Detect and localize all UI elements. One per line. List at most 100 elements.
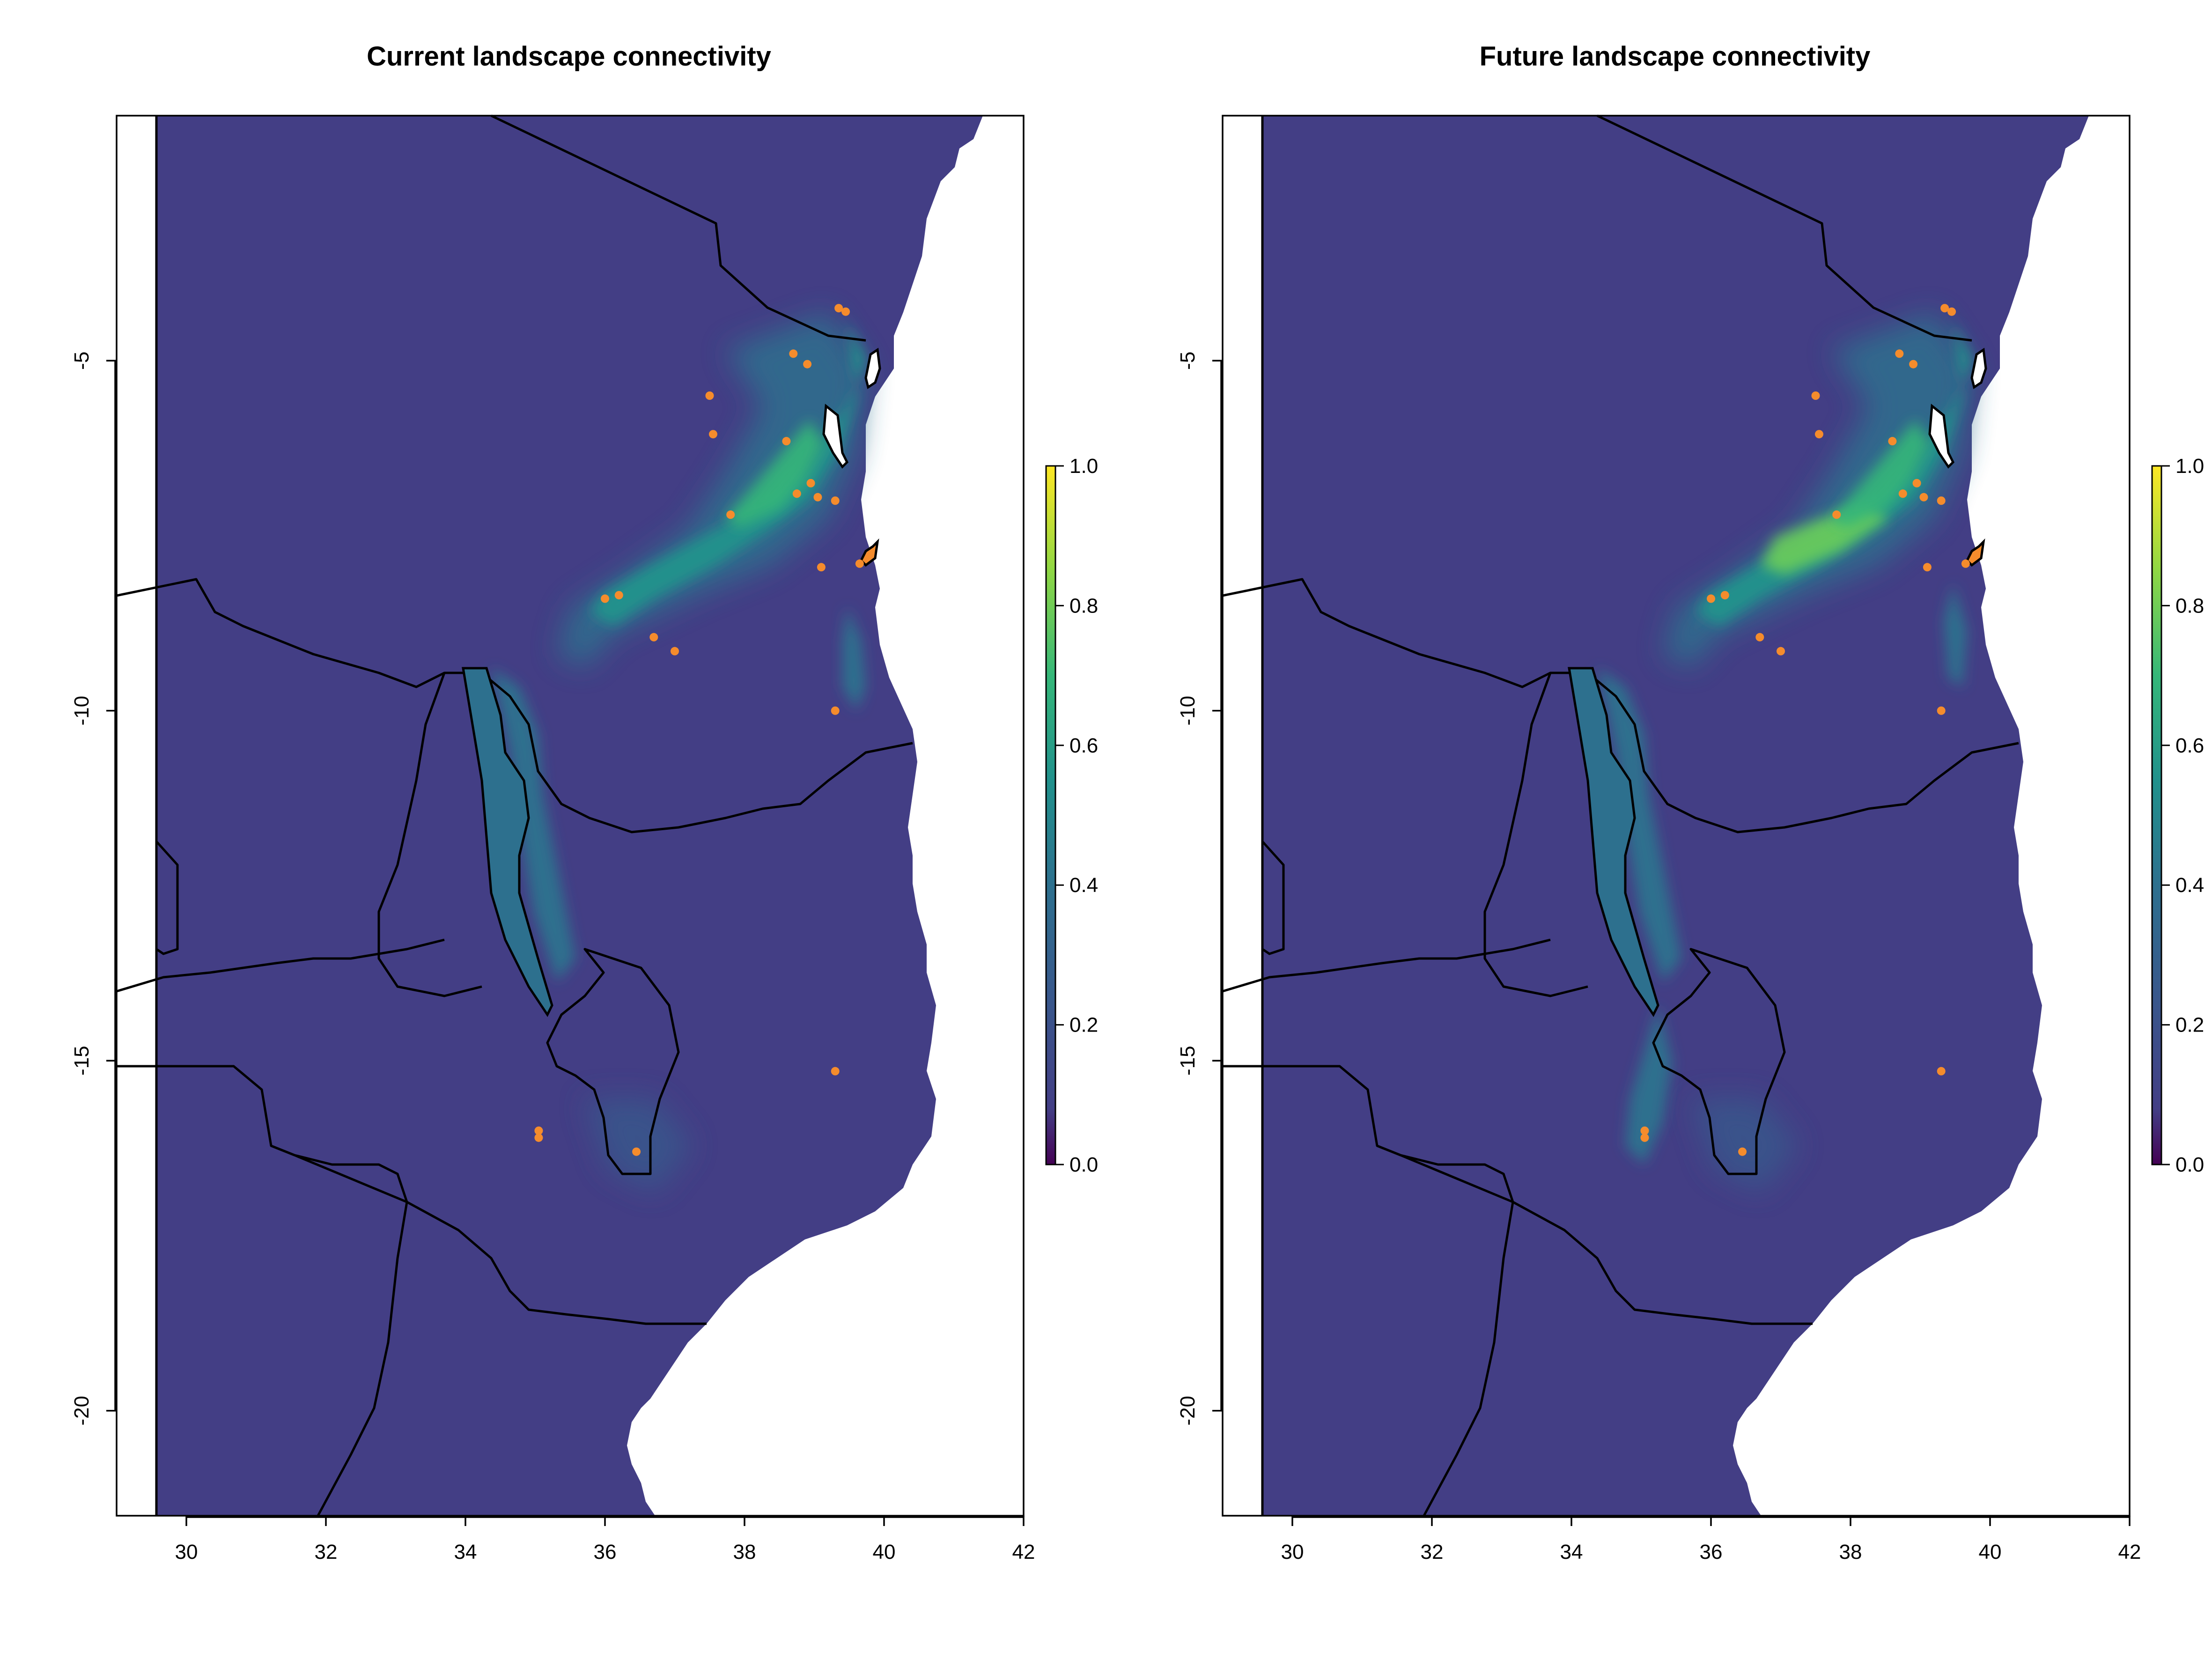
occurrence-point	[1909, 360, 1918, 369]
occurrence-point	[855, 559, 864, 568]
occurrence-point	[534, 1126, 543, 1135]
occurrence-points	[1640, 304, 1970, 1156]
x-tick-label: 34	[1560, 1541, 1583, 1563]
colorbar: 0.0 0.2 0.4 0.6 0.8 1.0	[2151, 455, 2204, 1176]
panel-title: Future landscape connectivity	[1480, 41, 1871, 72]
x-tick-label: 38	[733, 1541, 756, 1563]
occurrence-point	[1720, 591, 1729, 600]
occurrence-point	[1940, 304, 1949, 313]
x-axis: 30 32 34 36 38 40 42	[175, 1516, 1035, 1563]
occurrence-point	[1814, 430, 1823, 439]
x-tick-label: 34	[454, 1541, 477, 1563]
occurrence-point	[671, 647, 679, 656]
y-tick-label: -15	[1176, 1046, 1199, 1076]
x-tick-label: 40	[873, 1541, 896, 1563]
x-tick-label: 36	[594, 1541, 617, 1563]
colorbar-tick-label: 0.8	[1069, 594, 1098, 617]
colorbar-tick-label: 0.0	[2175, 1153, 2204, 1176]
x-tick-label: 38	[1839, 1541, 1862, 1563]
occurrence-point	[726, 510, 735, 519]
occurrence-point	[705, 391, 714, 400]
occurrence-point	[534, 1133, 543, 1142]
occurrence-point	[831, 496, 840, 505]
occurrence-point	[1755, 633, 1764, 641]
occurrence-points	[534, 304, 864, 1156]
occurrence-point	[1707, 594, 1715, 603]
x-tick-label: 30	[175, 1541, 198, 1563]
map-panel-current: Current landscape connectivity	[70, 41, 1098, 1563]
colorbar-scale	[1045, 465, 1056, 1165]
occurrence-point	[1811, 391, 1820, 400]
y-axis: -5 -10 -15 -20	[70, 352, 117, 1426]
occurrence-point	[1919, 493, 1928, 501]
map-panel-future: Future landscape connectivity	[1176, 41, 2204, 1563]
occurrence-point	[1912, 479, 1921, 487]
x-tick-label: 40	[1979, 1541, 2002, 1563]
occurrence-point	[632, 1147, 641, 1156]
occurrence-point	[1937, 1067, 1946, 1076]
colorbar-tick-label: 0.4	[1069, 874, 1098, 897]
colorbar-tick-label: 0.2	[1069, 1014, 1098, 1037]
occurrence-point	[1640, 1133, 1649, 1142]
occurrence-point	[789, 349, 798, 358]
colorbar-tick-label: 1.0	[2175, 455, 2204, 478]
occurrence-point	[841, 307, 850, 316]
occurrence-point	[831, 1067, 840, 1076]
plot-frame	[116, 115, 1025, 1517]
x-tick-label: 32	[315, 1541, 338, 1563]
colorbar-tick-label: 0.4	[2175, 874, 2204, 897]
colorbar-tick-label: 0.0	[1069, 1153, 1098, 1176]
colorbar-tick-label: 0.2	[2175, 1014, 2204, 1037]
occurrence-point	[614, 591, 623, 600]
y-tick-label: -10	[1176, 696, 1199, 726]
y-tick-label: -15	[70, 1046, 93, 1076]
occurrence-point	[1923, 563, 1932, 572]
occurrence-point	[1895, 349, 1904, 358]
occurrence-point	[1640, 1126, 1649, 1135]
panel-title: Current landscape connectivity	[367, 41, 771, 72]
lake-outline	[462, 667, 553, 1017]
y-axis: -5 -10 -15 -20	[1176, 352, 1223, 1426]
occurrence-point	[649, 633, 658, 641]
map-area	[116, 114, 983, 1517]
occurrence-point	[1937, 706, 1946, 715]
x-tick-label: 36	[1700, 1541, 1723, 1563]
y-tick-label: -10	[70, 696, 93, 726]
occurrence-point	[834, 304, 843, 313]
y-tick-label: -20	[1176, 1396, 1199, 1426]
occurrence-point	[792, 489, 801, 498]
occurrence-point	[1947, 307, 1956, 316]
x-tick-label: 30	[1281, 1541, 1304, 1563]
occurrence-point	[708, 430, 717, 439]
x-tick-label: 42	[2118, 1541, 2141, 1563]
country-borders	[1222, 114, 2019, 1517]
x-tick-label: 32	[1421, 1541, 1444, 1563]
occurrence-point	[1898, 489, 1907, 498]
colorbar: 0.0 0.2 0.4 0.6 0.8 1.0	[1045, 455, 1098, 1176]
occurrence-point	[817, 563, 826, 572]
occurrence-point	[1738, 1147, 1747, 1156]
islands	[822, 347, 881, 567]
colorbar-scale	[2151, 465, 2162, 1165]
occurrence-point	[1888, 437, 1897, 446]
land-raster	[1262, 116, 2089, 1516]
occurrence-point	[803, 360, 812, 369]
lake-outline	[1568, 667, 1659, 1017]
y-tick-label: -5	[1176, 352, 1199, 370]
occurrence-point	[1961, 559, 1970, 568]
colorbar-tick-label: 0.6	[1069, 734, 1098, 757]
country-borders	[116, 114, 913, 1517]
occurrence-point	[813, 493, 822, 501]
y-tick-label: -20	[70, 1396, 93, 1426]
y-tick-label: -5	[70, 352, 93, 370]
colorbar-tick-label: 0.8	[2175, 594, 2204, 617]
x-tick-label: 42	[1012, 1541, 1035, 1563]
occurrence-point	[1832, 510, 1841, 519]
occurrence-point	[1937, 496, 1946, 505]
occurrence-point	[1777, 647, 1785, 656]
x-axis: 30 32 34 36 38 40 42	[1281, 1516, 2141, 1563]
plot-frame	[1222, 115, 2131, 1517]
map-area	[1222, 114, 2089, 1517]
occurrence-point	[831, 706, 840, 715]
